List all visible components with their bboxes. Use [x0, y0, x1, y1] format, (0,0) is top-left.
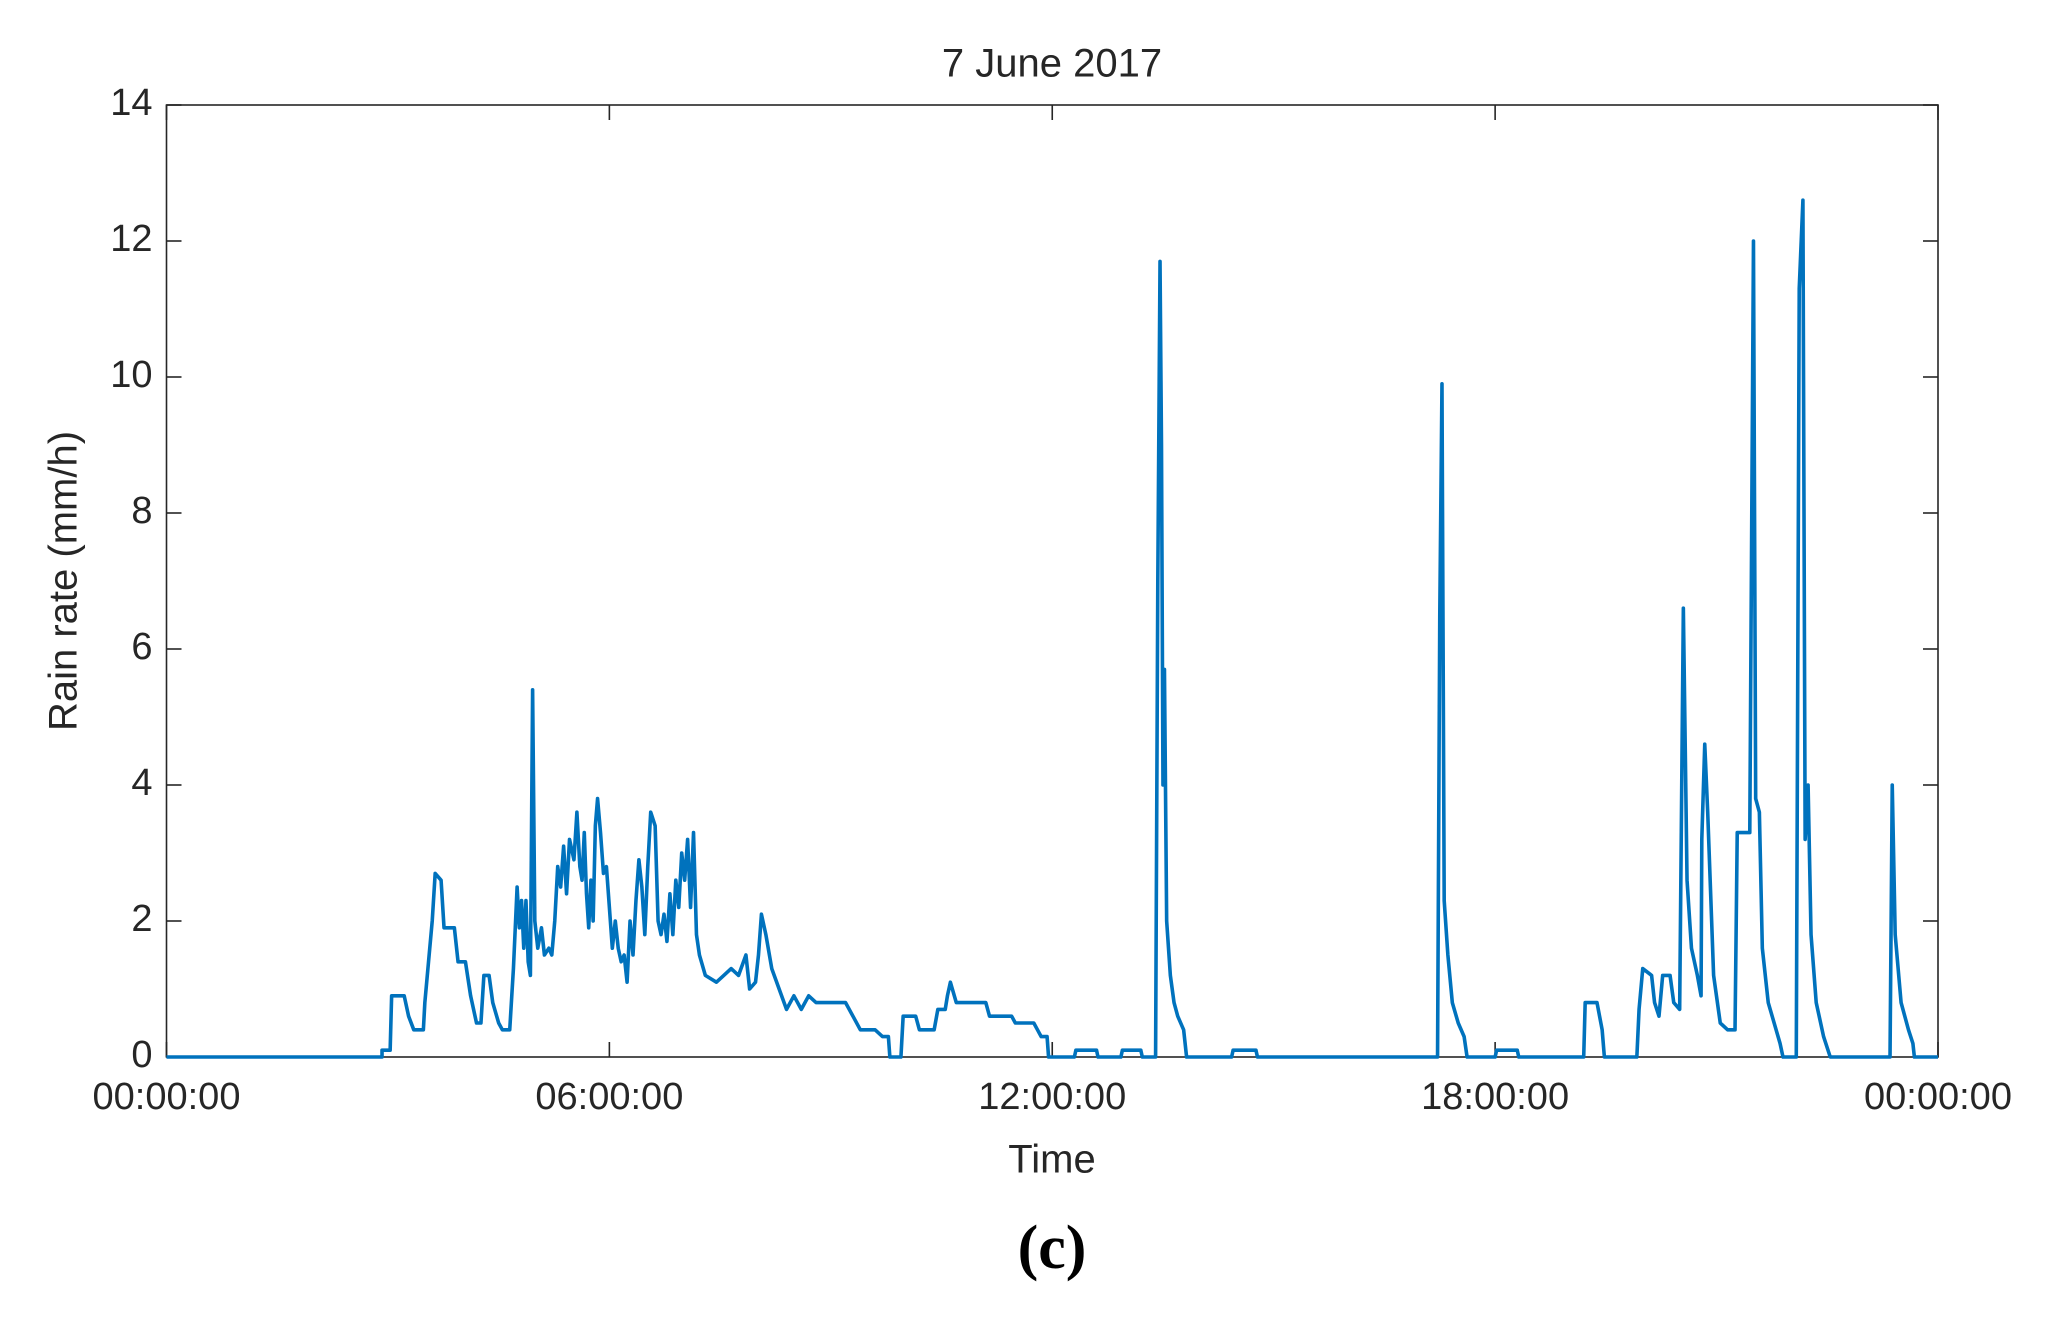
y-tick-label: 8: [131, 490, 152, 532]
panel-label: (c): [1018, 1214, 1087, 1282]
x-tick-label: 00:00:00: [93, 1076, 241, 1118]
x-axis-title: Time: [1008, 1138, 1095, 1182]
chart-title: 7 June 2017: [942, 42, 1162, 86]
data-line: [166, 198, 1938, 1059]
y-tick-label: 14: [110, 82, 152, 124]
x-tick-label: 12:00:00: [978, 1076, 1126, 1118]
y-axis-title: Rain rate (mm/h): [42, 431, 86, 731]
y-tick-label: 0: [131, 1034, 152, 1076]
y-tick-label: 4: [131, 762, 152, 804]
y-tick-label: 6: [131, 626, 152, 668]
x-tick-label: 00:00:00: [1864, 1076, 2012, 1118]
y-tick-label: 12: [110, 218, 152, 260]
x-tick-label: 18:00:00: [1421, 1076, 1569, 1118]
y-tick-label: 2: [131, 898, 152, 940]
y-tick-label: 10: [110, 354, 152, 396]
x-tick-label: 06:00:00: [535, 1076, 683, 1118]
